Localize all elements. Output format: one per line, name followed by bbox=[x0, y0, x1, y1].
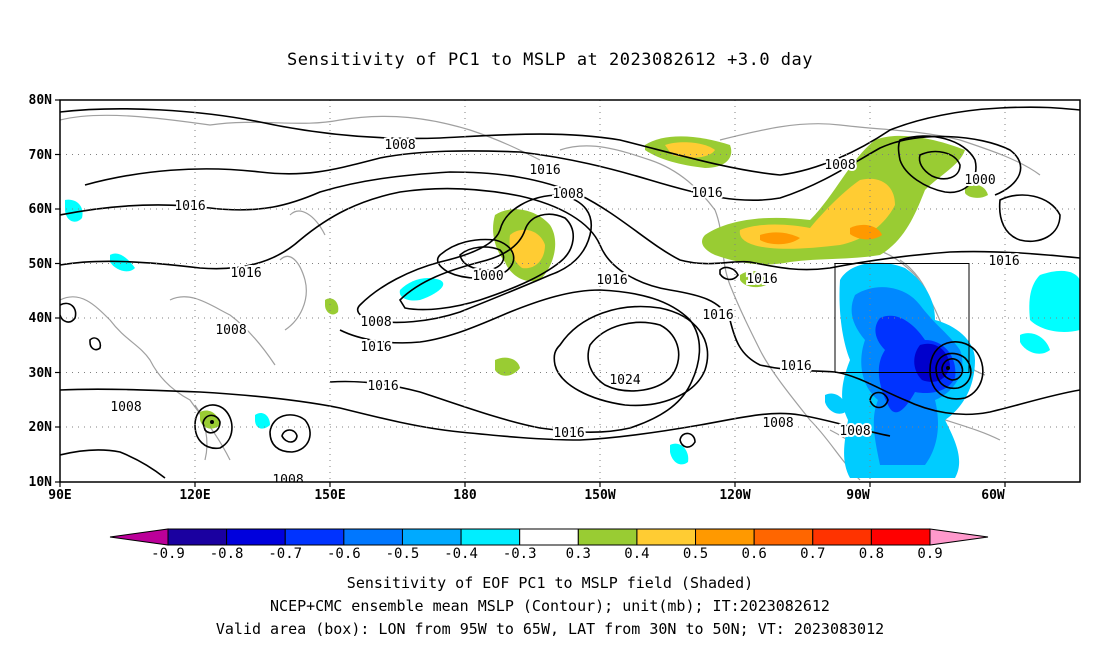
caption-line-2: NCEP+CMC ensemble mean MSLP (Contour); u… bbox=[270, 597, 830, 615]
colorbar-label: -0.9 bbox=[151, 546, 185, 562]
colorbar-label: -0.4 bbox=[444, 546, 478, 562]
colorbar-cell bbox=[519, 528, 579, 546]
colorbar-high-end bbox=[929, 528, 989, 546]
lat-label: 50N bbox=[29, 257, 53, 272]
contour-label: 1016 bbox=[529, 163, 560, 178]
colorbar-label: -0.3 bbox=[503, 546, 537, 562]
contour-label: 1016 bbox=[174, 199, 205, 214]
contour-label: 1008 bbox=[110, 400, 141, 415]
contour-label: 1008 bbox=[762, 416, 793, 431]
contour-label: 1008 bbox=[824, 158, 855, 173]
lat-label: 80N bbox=[29, 93, 53, 108]
lat-lon-grid bbox=[60, 100, 1080, 482]
lon-label: 180 bbox=[453, 488, 477, 503]
contour-label: 1016 bbox=[746, 272, 777, 287]
contour-label: 1008 bbox=[552, 187, 583, 202]
colorbar-cell bbox=[343, 528, 403, 546]
low-center-marks bbox=[210, 366, 950, 424]
colorbar-label: 0.7 bbox=[800, 546, 825, 562]
colorbar-label: -0.8 bbox=[210, 546, 244, 562]
mslp-contours bbox=[60, 106, 1080, 479]
shaded-sensitivity bbox=[65, 135, 1080, 478]
colorbar-cell bbox=[284, 528, 345, 546]
colorbar-label: 0.9 bbox=[917, 546, 942, 562]
contour-label: 1008 bbox=[839, 424, 870, 439]
colorbar-cell bbox=[577, 528, 638, 546]
colorbar-cell bbox=[870, 528, 931, 546]
colorbar-label: 0.6 bbox=[742, 546, 767, 562]
contour-labels: 1008 1016 1016 1008 1016 1016 1008 1000 … bbox=[108, 136, 1021, 488]
colorbar-cell bbox=[753, 528, 814, 546]
lat-label: 60N bbox=[29, 202, 53, 217]
lon-label: 90W bbox=[846, 488, 870, 503]
contour-label: 1016 bbox=[367, 379, 398, 394]
caption-line-1: Sensitivity of EOF PC1 to MSLP field (Sh… bbox=[346, 574, 754, 592]
map-frame bbox=[59, 99, 1081, 483]
colorbar-label: -0.6 bbox=[327, 546, 361, 562]
contour-label: 1000 bbox=[472, 269, 503, 284]
lat-label: 70N bbox=[29, 148, 53, 163]
caption-line-3: Valid area (box): LON from 95W to 65W, L… bbox=[215, 620, 885, 638]
colorbar-low-end bbox=[109, 528, 169, 546]
lon-label: 60W bbox=[981, 488, 1005, 503]
lon-label: 90E bbox=[48, 488, 71, 503]
lon-label: 120W bbox=[719, 488, 750, 503]
colorbar-cell bbox=[226, 528, 286, 546]
latitude-labels: 80N 70N 60N 50N 40N 30N 20N 10N bbox=[29, 93, 53, 490]
lon-label: 120E bbox=[179, 488, 210, 503]
lat-label: 30N bbox=[29, 366, 53, 381]
lat-label: 40N bbox=[29, 311, 53, 326]
lat-label: 20N bbox=[29, 420, 53, 435]
contour-label: 1008 bbox=[360, 315, 391, 330]
lon-label: 150E bbox=[314, 488, 345, 503]
colorbar: -0.9 -0.8 -0.7 -0.6 -0.5 -0.4 -0.3 0.3 0.4 0.5 0.6… bbox=[109, 528, 989, 562]
contour-label: 1016 bbox=[230, 266, 261, 281]
colorbar-label: 0.3 bbox=[566, 546, 591, 562]
colorbar-label: 0.5 bbox=[683, 546, 708, 562]
colorbar-label: 0.4 bbox=[624, 546, 649, 562]
contour-label: 1008 bbox=[384, 138, 415, 153]
chart-title: Sensitivity of PC1 to MSLP at 2023082612… bbox=[286, 50, 813, 70]
colorbar-cell bbox=[695, 528, 755, 546]
contour-label: 1016 bbox=[702, 308, 733, 323]
contour-label: 1016 bbox=[988, 254, 1019, 269]
lon-label: 150W bbox=[584, 488, 615, 503]
colorbar-cell bbox=[167, 528, 228, 546]
contour-label: 1024 bbox=[609, 373, 640, 388]
contour-label: 1000 bbox=[964, 173, 995, 188]
contour-label: 1008 bbox=[215, 323, 246, 338]
colorbar-cell bbox=[812, 528, 872, 546]
contour-label: 1016 bbox=[360, 340, 391, 355]
contour-label: 1016 bbox=[596, 273, 627, 288]
valid-area-box bbox=[834, 263, 970, 373]
colorbar-label: 0.8 bbox=[859, 546, 884, 562]
colorbar-label: -0.5 bbox=[386, 546, 420, 562]
longitude-labels: 90E 120E 150E 180 150W 120W 90W 60W bbox=[48, 488, 1005, 503]
lat-label: 10N bbox=[29, 475, 53, 490]
contour-label: 1016 bbox=[691, 186, 722, 201]
colorbar-cell bbox=[460, 528, 521, 546]
axis-ticks bbox=[55, 99, 1006, 487]
colorbar-cell bbox=[401, 528, 462, 546]
contour-label: 1008 bbox=[272, 473, 303, 488]
colorbar-cell bbox=[636, 528, 697, 546]
colorbar-label: -0.7 bbox=[268, 546, 302, 562]
contour-label: 1016 bbox=[780, 359, 811, 374]
contour-label: 1016 bbox=[553, 426, 584, 441]
